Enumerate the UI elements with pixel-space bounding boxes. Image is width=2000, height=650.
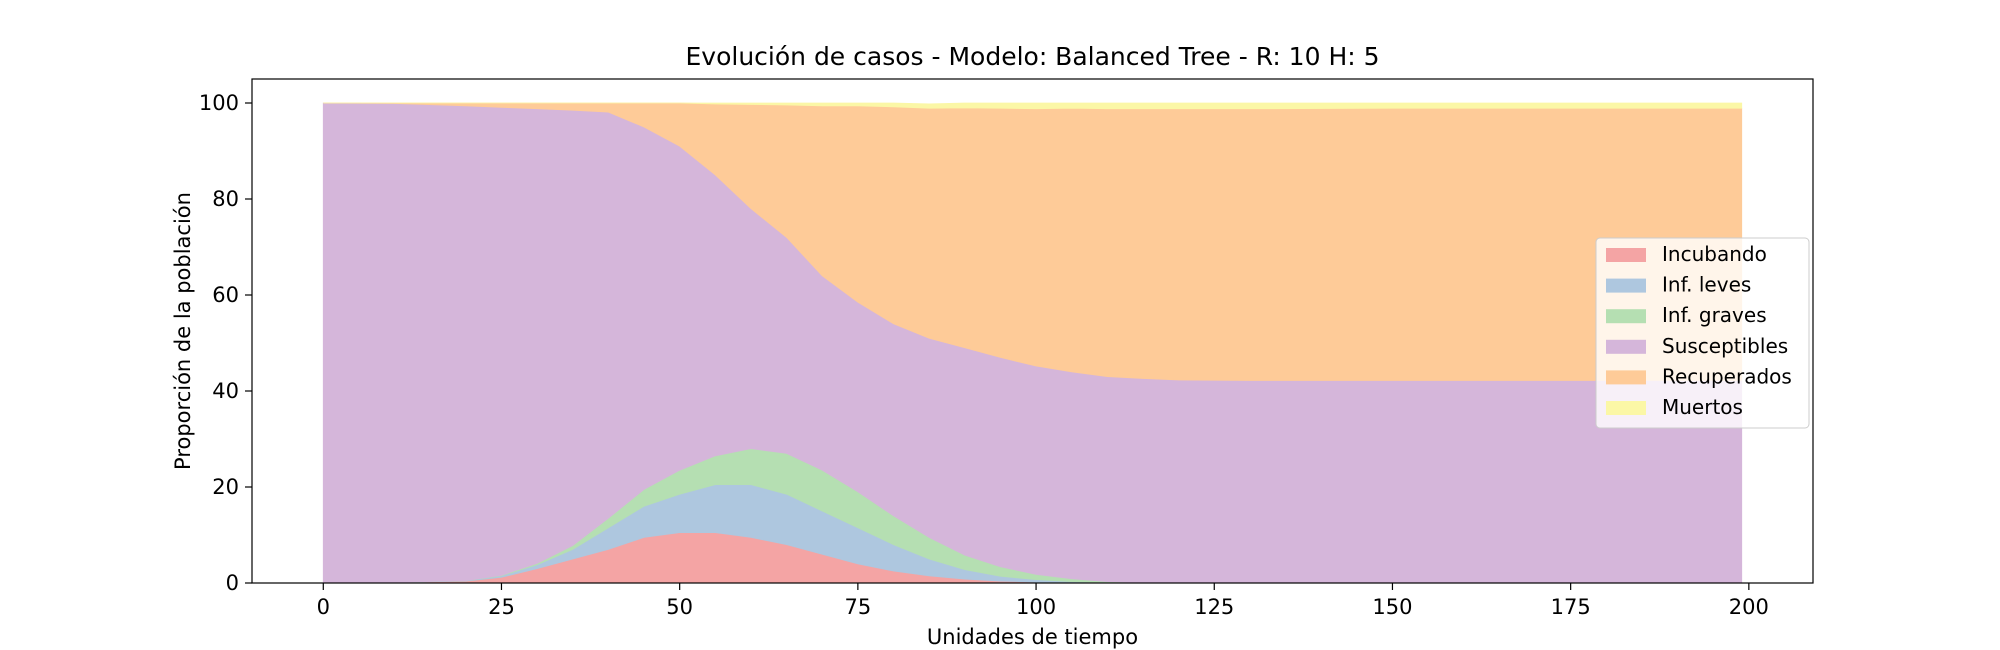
y-tick-label: 100 [199,91,239,115]
y-tick-label: 60 [212,283,239,307]
area-muertos [323,102,1743,110]
legend-label-recuperados: Recuperados [1662,364,1792,388]
x-axis-title: Unidades de tiempo [927,625,1138,649]
legend-label-muertos: Muertos [1662,395,1743,419]
legend-label-incubando: Incubando [1662,242,1767,266]
x-tick-label: 125 [1194,595,1234,619]
chart-title: Evolución de casos - Modelo: Balanced Tr… [685,42,1379,71]
legend-swatch-incubando [1606,248,1646,262]
y-tick-label: 20 [212,475,239,499]
x-tick-label: 100 [1016,595,1056,619]
legend-label-susceptibles: Susceptibles [1662,334,1788,358]
plot-frame [251,78,1814,584]
y-axis: 0 20 40 60 80 100 [199,91,252,595]
y-tick-label: 40 [212,379,239,403]
x-tick-label: 50 [666,595,693,619]
legend-swatch-susceptibles [1606,339,1646,354]
x-tick-label: 150 [1372,595,1412,619]
x-tick-label: 200 [1729,595,1769,619]
area-layers [322,102,1743,584]
legend-label-inf-graves: Inf. graves [1662,303,1767,327]
x-tick-label: 25 [488,595,515,619]
y-tick-label: 80 [212,187,239,211]
legend-box [1595,237,1810,429]
x-tick-label: 175 [1551,595,1591,619]
legend-label-inf-leves: Inf. leves [1662,273,1751,297]
x-tick-label: 0 [317,595,330,619]
legend-swatch-inf-graves [1606,309,1646,324]
legend: Incubando Inf. leves Inf. graves Susceptibl… [1595,237,1810,429]
y-axis-title: Proporción de la población [171,192,195,470]
legend-swatch-inf-leves [1606,278,1646,293]
x-axis: 0 25 50 75 100 125 150 175 200 [317,583,1769,619]
x-tick-label: 75 [845,595,872,619]
y-tick-label: 0 [226,571,239,595]
legend-swatch-muertos [1606,401,1646,415]
legend-swatch-recuperados [1606,370,1646,385]
